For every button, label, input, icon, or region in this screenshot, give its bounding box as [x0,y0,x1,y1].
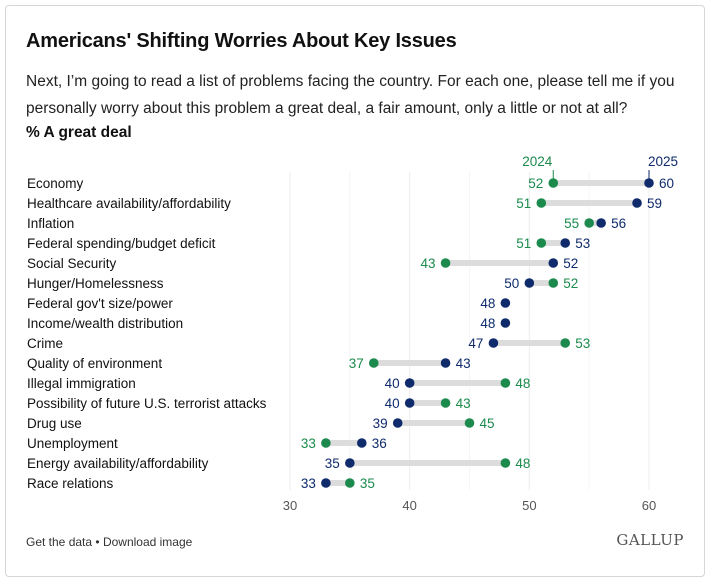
dot-2024 [500,458,511,468]
value-label-2025: 53 [575,236,590,251]
dot-2025 [560,238,571,248]
value-label-2025: 60 [659,176,674,191]
dot-2024 [536,238,547,248]
value-label-2025: 50 [504,276,519,291]
value-label-2024: 51 [516,236,531,251]
category-label: Drug use [27,416,82,431]
dot-2025 [488,338,499,348]
dot-2025 [345,458,355,468]
x-tick-label: 60 [642,498,656,513]
value-label-2025: 59 [647,196,662,211]
value-label-2025: 36 [372,436,387,451]
dot-2025 [321,478,331,488]
value-label-2024: 43 [456,396,471,411]
x-tick-label: 30 [283,498,297,513]
category-label: Energy availability/affordability [27,456,209,471]
category-label: Possibility of future U.S. terrorist att… [27,396,267,411]
dot-2025 [500,318,511,328]
category-label: Quality of environment [27,356,162,371]
chart-title: Americans' Shifting Worries About Key Is… [26,30,457,52]
value-label-2024: 51 [516,196,531,211]
dot-2024 [548,178,559,188]
category-label: Crime [27,336,63,351]
download-image-link[interactable]: Download image [102,535,193,549]
chart-card [5,5,705,577]
value-label-2025: 40 [385,396,400,411]
dot-2024 [345,478,355,488]
x-tick-label: 50 [522,498,536,513]
footer-links: Get the data • Download image [26,535,192,549]
dot-2025 [548,258,559,268]
value-label-2025: 56 [611,216,626,231]
category-label: Illegal immigration [27,376,136,391]
value-label-2024: 53 [575,336,590,351]
value-label-2024: 45 [480,416,495,431]
category-label: Federal gov't size/power [27,296,173,311]
dot-2025 [500,298,511,308]
value-label-2024: 52 [563,276,578,291]
dot-2025 [440,358,451,368]
dot-2024 [560,338,571,348]
value-label-2025: 52 [563,256,578,271]
dot-2024 [500,378,511,388]
value-label-2025: 47 [468,336,483,351]
dot-2025 [524,278,535,288]
dot-2024 [464,418,475,428]
dot-2025 [357,438,367,448]
value-label-2025: 40 [385,376,400,391]
dot-2024 [321,438,331,448]
value-label-2024: 48 [515,456,530,471]
value-label-2024: 37 [349,356,364,371]
value-label-2024: 33 [301,436,316,451]
dot-2025 [392,418,403,428]
dot-2025 [596,218,606,228]
dot-2024 [548,278,559,288]
category-label: Federal spending/budget deficit [27,236,216,251]
category-label: Unemployment [27,436,118,451]
footer-separator: • [95,535,100,549]
category-label: Healthcare availability/affordability [27,196,231,211]
x-tick-label: 40 [402,498,416,513]
value-label-2025: 39 [373,416,388,431]
chart-question: Next, I’m going to read a list of proble… [26,73,675,117]
get-data-link[interactable]: Get the data [26,535,93,549]
value-label-2025: 43 [456,356,471,371]
dot-2025 [404,398,415,408]
value-label-2025: 48 [480,296,495,311]
dot-2024 [536,198,547,208]
dot-2024 [584,218,594,228]
category-label: Hunger/Homelessness [27,276,164,291]
value-label-2024: 35 [360,476,375,491]
value-label-2025: 48 [480,316,495,331]
dot-2024 [368,358,379,368]
value-label-2024: 48 [515,376,530,391]
dot-2024 [440,398,451,408]
series-label-2025: 2025 [648,154,678,169]
category-label: Social Security [27,256,117,271]
category-label: Inflation [27,216,74,231]
category-label: Income/wealth distribution [27,316,183,331]
gallup-logo: GALLUP [616,531,684,549]
value-label-2024: 52 [528,176,543,191]
dot-2025 [644,178,654,188]
value-label-2024: 43 [421,256,436,271]
value-label-2024: 55 [564,216,579,231]
value-label-2025: 33 [301,476,316,491]
dot-2025 [404,378,415,388]
chart-measure-label: % A great deal [26,124,132,141]
dot-2024 [440,258,451,268]
dot-2025 [632,198,642,208]
category-label: Race relations [27,476,114,491]
series-label-2024: 2024 [522,154,553,169]
value-label-2025: 35 [325,456,340,471]
category-label: Economy [27,176,84,191]
